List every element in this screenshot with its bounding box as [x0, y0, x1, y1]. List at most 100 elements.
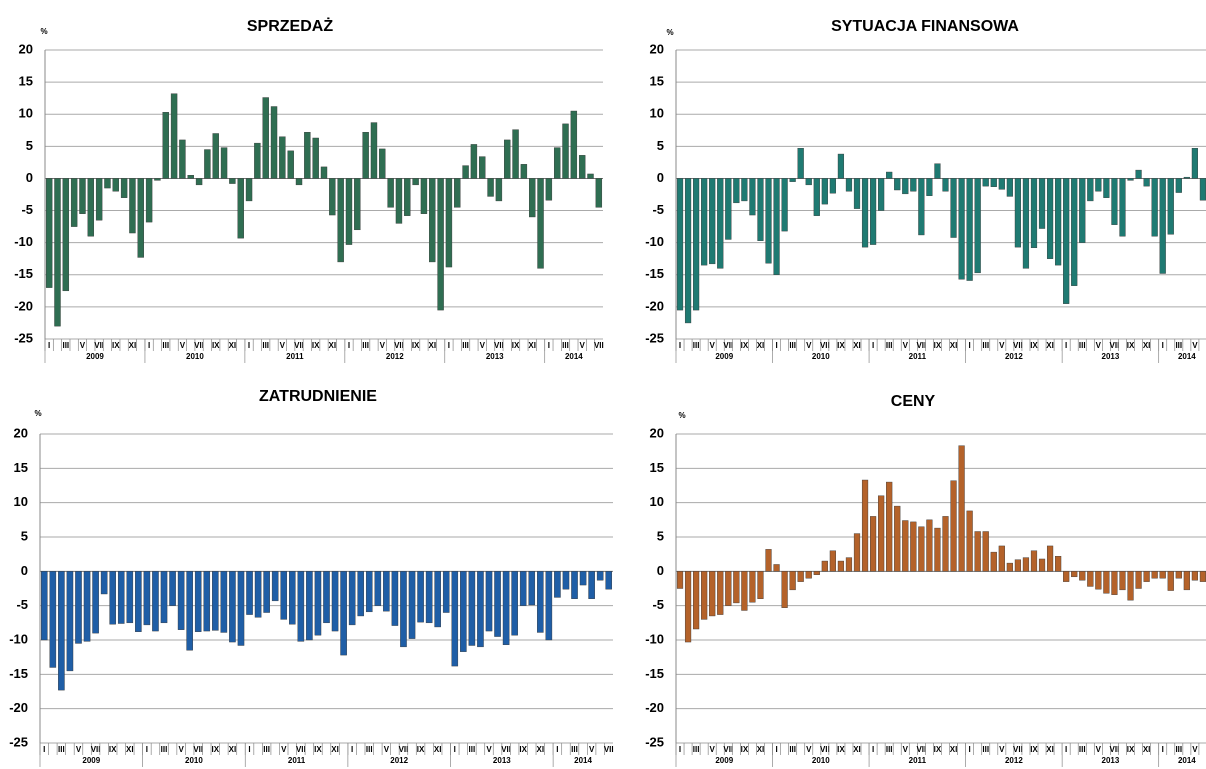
bar [95, 178, 103, 221]
bar [829, 550, 836, 572]
bar [504, 139, 511, 179]
bar [304, 132, 311, 179]
bar [237, 571, 245, 646]
bar [348, 571, 356, 626]
chart-title: SPRZEDAŻ [247, 17, 333, 35]
bar [391, 571, 399, 626]
bar [1006, 178, 1013, 197]
x-tick-label: III [789, 341, 796, 350]
y-axis-label: % [678, 411, 685, 420]
x-tick-label: XI [129, 341, 137, 350]
x-tick-label: VII [916, 341, 926, 350]
x-tick-label: III [58, 745, 65, 754]
y-tick-label: -5 [21, 202, 33, 217]
x-tick-label: III [693, 341, 700, 350]
bar [773, 564, 780, 572]
x-tick-label: V [76, 745, 82, 754]
bar [254, 142, 261, 179]
bar [126, 571, 134, 624]
bar [545, 571, 553, 641]
bar [279, 136, 286, 179]
bar [942, 516, 949, 572]
bar [137, 178, 144, 258]
bar [1095, 178, 1102, 192]
x-tick-label: IX [512, 341, 520, 350]
bar [537, 178, 544, 269]
bar [805, 178, 812, 186]
bar [684, 178, 692, 324]
bar [553, 147, 561, 179]
x-tick-label: XI [757, 341, 765, 350]
x-tick-label: IX [1127, 341, 1135, 350]
x-tick-label: I [1162, 341, 1164, 350]
y-tick-label: -15 [9, 666, 28, 681]
bar [1199, 571, 1206, 582]
x-tick-label: V [80, 341, 86, 350]
bar [49, 571, 57, 668]
x-tick-label: XI [1143, 341, 1151, 350]
bar [894, 178, 901, 191]
x-tick-label: VII [820, 341, 830, 350]
bar [220, 571, 228, 633]
y-tick-label: 20 [650, 425, 664, 440]
bar [487, 178, 494, 197]
x-tick-label: XI [853, 341, 861, 350]
bar [926, 519, 933, 572]
bar [1103, 571, 1110, 594]
bar [1079, 571, 1086, 581]
y-tick-label: 10 [650, 494, 664, 509]
x-tick-label: XI [229, 341, 237, 350]
bar [179, 139, 186, 179]
y-tick-label: 0 [657, 563, 664, 578]
bar [520, 164, 528, 179]
bar [1055, 178, 1062, 266]
bar [1183, 176, 1190, 179]
bar [357, 571, 364, 617]
bar [725, 571, 732, 606]
bar [62, 178, 70, 292]
x-tick-label: IX [212, 745, 220, 754]
x-tick-label: III [571, 745, 578, 754]
x-tick-label: I [248, 745, 250, 754]
bar [821, 178, 828, 205]
bar [529, 178, 536, 218]
bar [129, 178, 136, 234]
y-tick-label: -15 [645, 266, 664, 281]
x-tick-label: XI [1046, 745, 1054, 754]
bar [297, 571, 305, 642]
y-tick-label: -5 [652, 202, 664, 217]
bar [910, 521, 917, 572]
bar [765, 178, 772, 264]
bar [212, 571, 219, 631]
x-tick-label: I [48, 341, 50, 350]
bar [1111, 178, 1118, 225]
x-tick-label: VII [193, 745, 203, 754]
bar [40, 571, 48, 641]
bar [1191, 148, 1198, 179]
bar [1014, 559, 1021, 572]
bar [323, 571, 330, 624]
bar [926, 178, 933, 196]
bar [545, 178, 553, 201]
bar [749, 178, 756, 216]
bar [950, 178, 957, 238]
bar [451, 571, 459, 667]
bar [280, 571, 288, 620]
x-tick-label: IX [741, 745, 749, 754]
bar [437, 178, 444, 311]
bar [725, 178, 732, 240]
bar [837, 560, 845, 572]
x-tick-label: VII [820, 745, 830, 754]
x-tick-label: IX [1127, 745, 1135, 754]
bar [83, 571, 91, 642]
bar [1079, 178, 1086, 243]
x-tick-label: XI [950, 745, 958, 754]
x-tick-label: V [480, 341, 486, 350]
bar [379, 148, 386, 179]
y-tick-label: 0 [26, 170, 33, 185]
x-tick-label: IX [112, 341, 120, 350]
bar [998, 178, 1005, 190]
bar [676, 178, 684, 311]
x-tick-label: IX [412, 341, 420, 350]
bar [717, 571, 724, 615]
